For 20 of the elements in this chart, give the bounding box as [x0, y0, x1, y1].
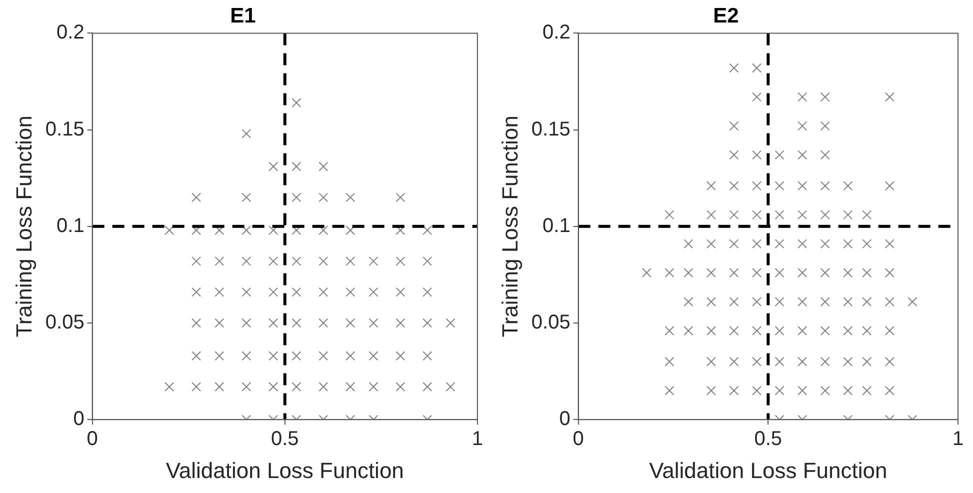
x-tick-label: 0.5	[270, 428, 299, 450]
y-tick-label: 0.1	[542, 214, 570, 237]
y-axis-title: Training Loss Function	[11, 116, 36, 338]
y-tick-label: 0	[559, 408, 570, 430]
x-tick-label: 1	[472, 428, 483, 450]
y-tick-label: 0.15	[45, 118, 84, 140]
x-tick-label: 0.5	[754, 428, 782, 450]
y-axis-title: Training Loss Function	[497, 116, 522, 338]
y-tick-label: 0.2	[542, 22, 570, 44]
y-tick-label: 0.1	[56, 214, 84, 237]
y-tick-label: 0.05	[45, 312, 84, 334]
y-tick-label: 0	[73, 408, 84, 430]
chart-title: E1	[230, 4, 256, 28]
y-tick-label: 0.05	[531, 312, 570, 334]
y-tick-label: 0.15	[531, 118, 570, 140]
x-tick-label: 1	[952, 428, 964, 450]
chart-title: E2	[713, 4, 739, 28]
x-axis-title: Validation Loss Function	[166, 458, 404, 483]
y-tick-label: 0.2	[56, 22, 84, 44]
x-axis-title: Validation Loss Function	[649, 458, 888, 483]
